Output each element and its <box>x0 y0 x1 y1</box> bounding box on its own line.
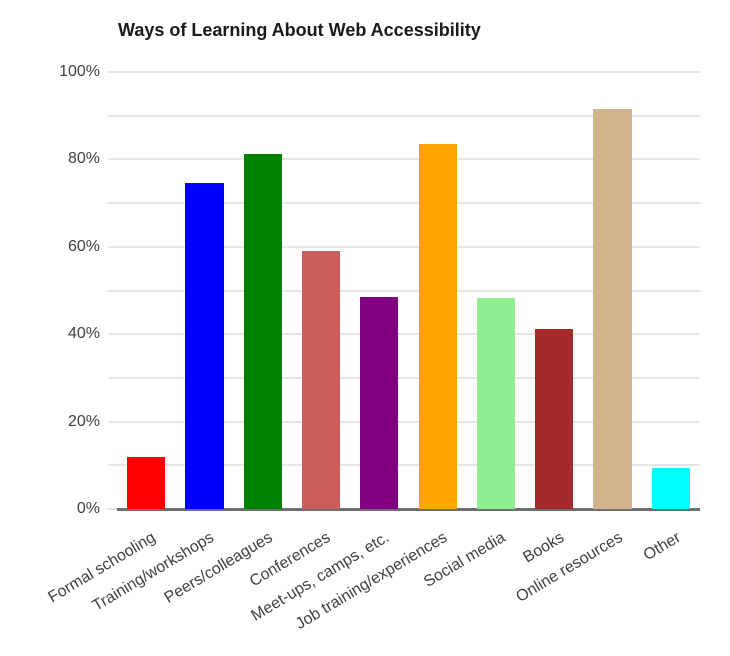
bar-formal-schooling <box>127 457 166 509</box>
tick-mark-10 <box>108 464 117 466</box>
gridline-20 <box>117 421 700 423</box>
gridline-90 <box>117 115 700 117</box>
y-axis-tick-label-100: 100% <box>59 63 100 80</box>
y-axis-tick-label-20: 20% <box>67 412 100 430</box>
y-axis-tick-label-80: 80% <box>67 150 100 168</box>
gridline-10 <box>117 464 700 466</box>
gridline-100 <box>117 71 700 73</box>
bar-online-resources <box>593 109 632 509</box>
tick-mark-50 <box>108 290 117 292</box>
tick-mark-60 <box>108 246 117 248</box>
tick-mark-70 <box>108 202 117 204</box>
bar-other <box>651 467 690 509</box>
bar-job-training-experiences <box>418 144 457 509</box>
tick-mark-100 <box>108 71 117 73</box>
gridline-80 <box>117 158 700 160</box>
gridline-70 <box>117 202 700 204</box>
plot-area: 0% 20% 40% 60% 80% 100% Formal schooling Traini… <box>46 64 700 633</box>
tick-mark-20 <box>108 421 117 423</box>
y-axis-tick-label-60: 60% <box>67 237 100 255</box>
bar-peers-colleagues <box>243 154 282 509</box>
gridline-60 <box>117 246 700 248</box>
gridline-50 <box>117 290 700 292</box>
tick-mark-90 <box>108 115 117 117</box>
tick-mark-40 <box>108 333 117 335</box>
bar-meet-ups-camps-etc <box>360 296 399 509</box>
tick-mark-30 <box>108 377 117 379</box>
x-axis-label-online-resources: Online resources <box>512 529 626 606</box>
gridline-40 <box>117 333 700 335</box>
y-axis-tick-label-0: 0% <box>76 500 100 517</box>
x-axis-label-other: Other <box>640 529 684 565</box>
bar-books <box>535 328 574 509</box>
bar-training-workshops <box>185 182 224 509</box>
y-axis-tick-label-40: 40% <box>67 325 100 343</box>
tick-mark-80 <box>108 158 117 160</box>
gridline-30 <box>117 377 700 379</box>
bar-social-media <box>476 297 516 509</box>
chart-title: Ways of Learning About Web Accessibility <box>118 20 481 40</box>
bar-conferences <box>301 251 341 509</box>
tick-mark-0 <box>108 508 117 510</box>
x-axis-baseline <box>117 508 700 511</box>
